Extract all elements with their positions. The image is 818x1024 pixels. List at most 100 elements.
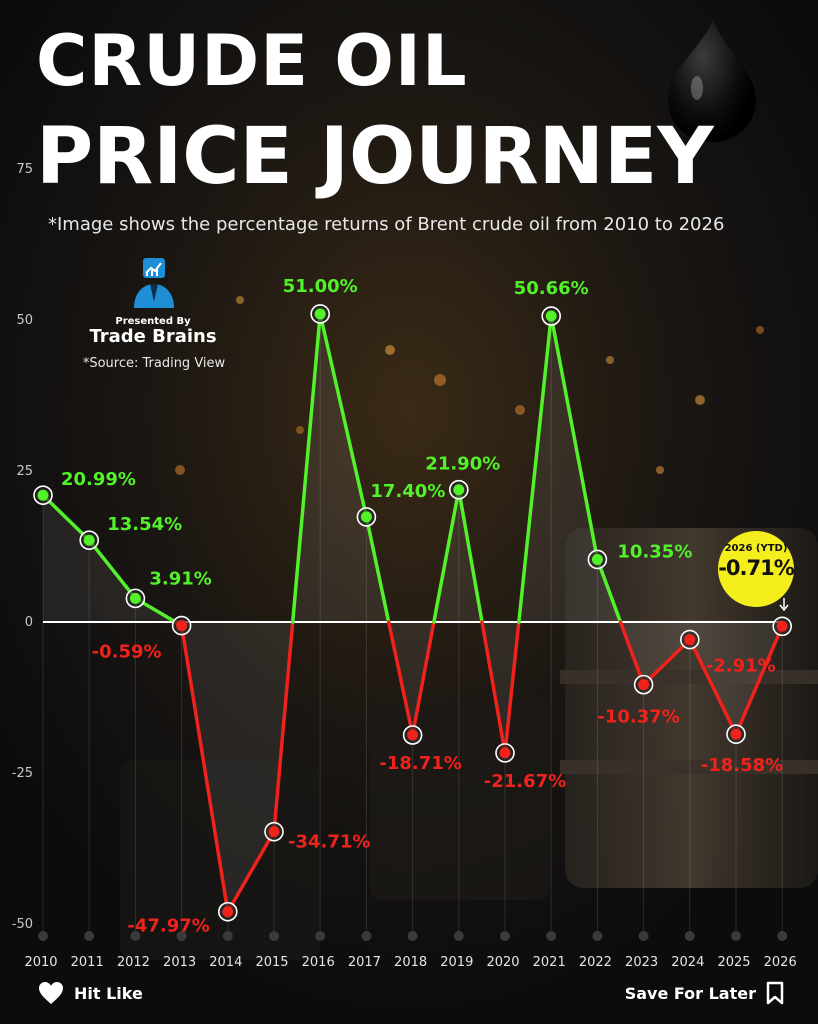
- save-for-later-button[interactable]: Save For Later: [625, 980, 784, 1006]
- trade-brains-logo: [134, 258, 174, 308]
- line-segment: [618, 620, 646, 687]
- x-tick-label: 2016: [302, 955, 335, 970]
- x-tick-label: 2017: [348, 955, 381, 970]
- data-label: 50.66%: [514, 278, 589, 299]
- bookmark-icon: [766, 981, 784, 1005]
- line-segment: [432, 487, 461, 624]
- brand-name: Trade Brains: [89, 326, 217, 347]
- line-segment: [386, 620, 415, 737]
- x-tick-dot: [315, 931, 326, 941]
- heart-icon: [38, 981, 64, 1005]
- line-segment: [272, 620, 295, 834]
- x-tick-dot: [638, 931, 649, 941]
- x-tick-label: 2014: [209, 955, 242, 970]
- x-tick-dot: [731, 931, 741, 941]
- x-tick-dot: [777, 931, 788, 941]
- y-tick-label: -25: [12, 766, 33, 781]
- data-point: [499, 747, 511, 759]
- data-point: [37, 489, 49, 501]
- x-tick-label: 2013: [163, 955, 196, 970]
- x-tick-label: 2010: [24, 955, 57, 970]
- data-point: [545, 310, 557, 322]
- title-line-1: CRUDE OIL: [36, 20, 468, 102]
- data-label: -21.67%: [484, 771, 566, 792]
- data-point: [730, 728, 742, 740]
- data-label: -10.37%: [597, 707, 679, 728]
- line-segment: [595, 557, 623, 624]
- x-tick-dot: [407, 931, 418, 941]
- line-segment: [179, 623, 230, 914]
- data-point: [776, 620, 788, 632]
- line-segment: [410, 620, 436, 737]
- x-tick-label: 2021: [533, 955, 566, 970]
- data-label: -47.97%: [127, 916, 209, 937]
- line-segment: [641, 637, 692, 687]
- ytd-callout-label: 2026 (YTD): [724, 543, 788, 554]
- data-label: 17.40%: [370, 481, 445, 502]
- line-segment: [734, 624, 784, 736]
- x-tick-dot: [361, 931, 372, 941]
- line-segment: [457, 487, 484, 624]
- data-point: [176, 620, 188, 632]
- data-label: -2.91%: [706, 656, 776, 677]
- x-tick-label: 2026: [764, 955, 797, 970]
- hit-like-label: Hit Like: [74, 983, 143, 1003]
- line-segment: [480, 620, 507, 755]
- data-point: [360, 511, 372, 523]
- data-label: 3.91%: [149, 568, 211, 589]
- x-tick-dot: [130, 931, 141, 941]
- x-tick-label: 2023: [625, 955, 658, 970]
- line-segment: [364, 515, 391, 624]
- data-point: [453, 484, 465, 496]
- y-tick-label: 0: [25, 615, 33, 630]
- y-tick-label: -50: [12, 917, 33, 932]
- data-point: [314, 308, 326, 320]
- title-line-2: PRICE JOURNEY: [36, 112, 714, 202]
- area-fill: [43, 313, 783, 912]
- y-tick-label: 75: [16, 162, 33, 177]
- x-tick-label: 2015: [255, 955, 288, 970]
- x-tick-label: 2018: [394, 955, 427, 970]
- x-tick-dot: [592, 931, 603, 941]
- data-point: [684, 634, 696, 646]
- line-segment: [41, 493, 91, 542]
- y-tick-label: 50: [16, 313, 33, 328]
- x-tick-label: 2020: [486, 955, 519, 970]
- line-segment: [87, 538, 138, 601]
- line-segment: [517, 314, 553, 624]
- data-label: 51.00%: [283, 276, 358, 297]
- data-label: 20.99%: [61, 469, 136, 490]
- data-label: -34.71%: [288, 832, 370, 853]
- line-segment: [226, 829, 276, 914]
- data-point: [591, 553, 603, 565]
- data-label: 10.35%: [617, 541, 692, 562]
- data-point: [222, 906, 234, 918]
- data-label: -18.58%: [701, 755, 783, 776]
- x-tick-dot: [222, 931, 233, 941]
- x-tick-dot: [38, 931, 48, 941]
- ytd-callout: 2026 (YTD) -0.71%: [718, 531, 795, 607]
- line-segment: [688, 637, 738, 736]
- x-tick-dot: [500, 931, 510, 941]
- callout-arrow-head: [779, 604, 789, 612]
- data-label: 21.90%: [425, 454, 500, 475]
- line-segment: [290, 312, 322, 624]
- data-point: [129, 592, 141, 604]
- data-point: [268, 826, 280, 838]
- y-tick-label: 25: [16, 464, 33, 479]
- x-tick-dot: [684, 931, 695, 941]
- save-for-later-label: Save For Later: [624, 983, 756, 1003]
- data-point: [638, 679, 650, 691]
- x-tick-dot: [84, 931, 95, 941]
- line-segment: [503, 620, 521, 755]
- x-tick-dot: [546, 931, 557, 941]
- line-segment: [318, 312, 369, 519]
- ytd-callout-value: -0.71%: [718, 556, 795, 580]
- data-label: -0.59%: [92, 642, 162, 663]
- presented-by-text: Presented By: [115, 316, 191, 327]
- data-point: [83, 534, 95, 546]
- hit-like-button[interactable]: Hit Like: [38, 980, 143, 1006]
- source-note: *Source: Trading View: [82, 356, 226, 371]
- x-tick-dot: [269, 931, 279, 941]
